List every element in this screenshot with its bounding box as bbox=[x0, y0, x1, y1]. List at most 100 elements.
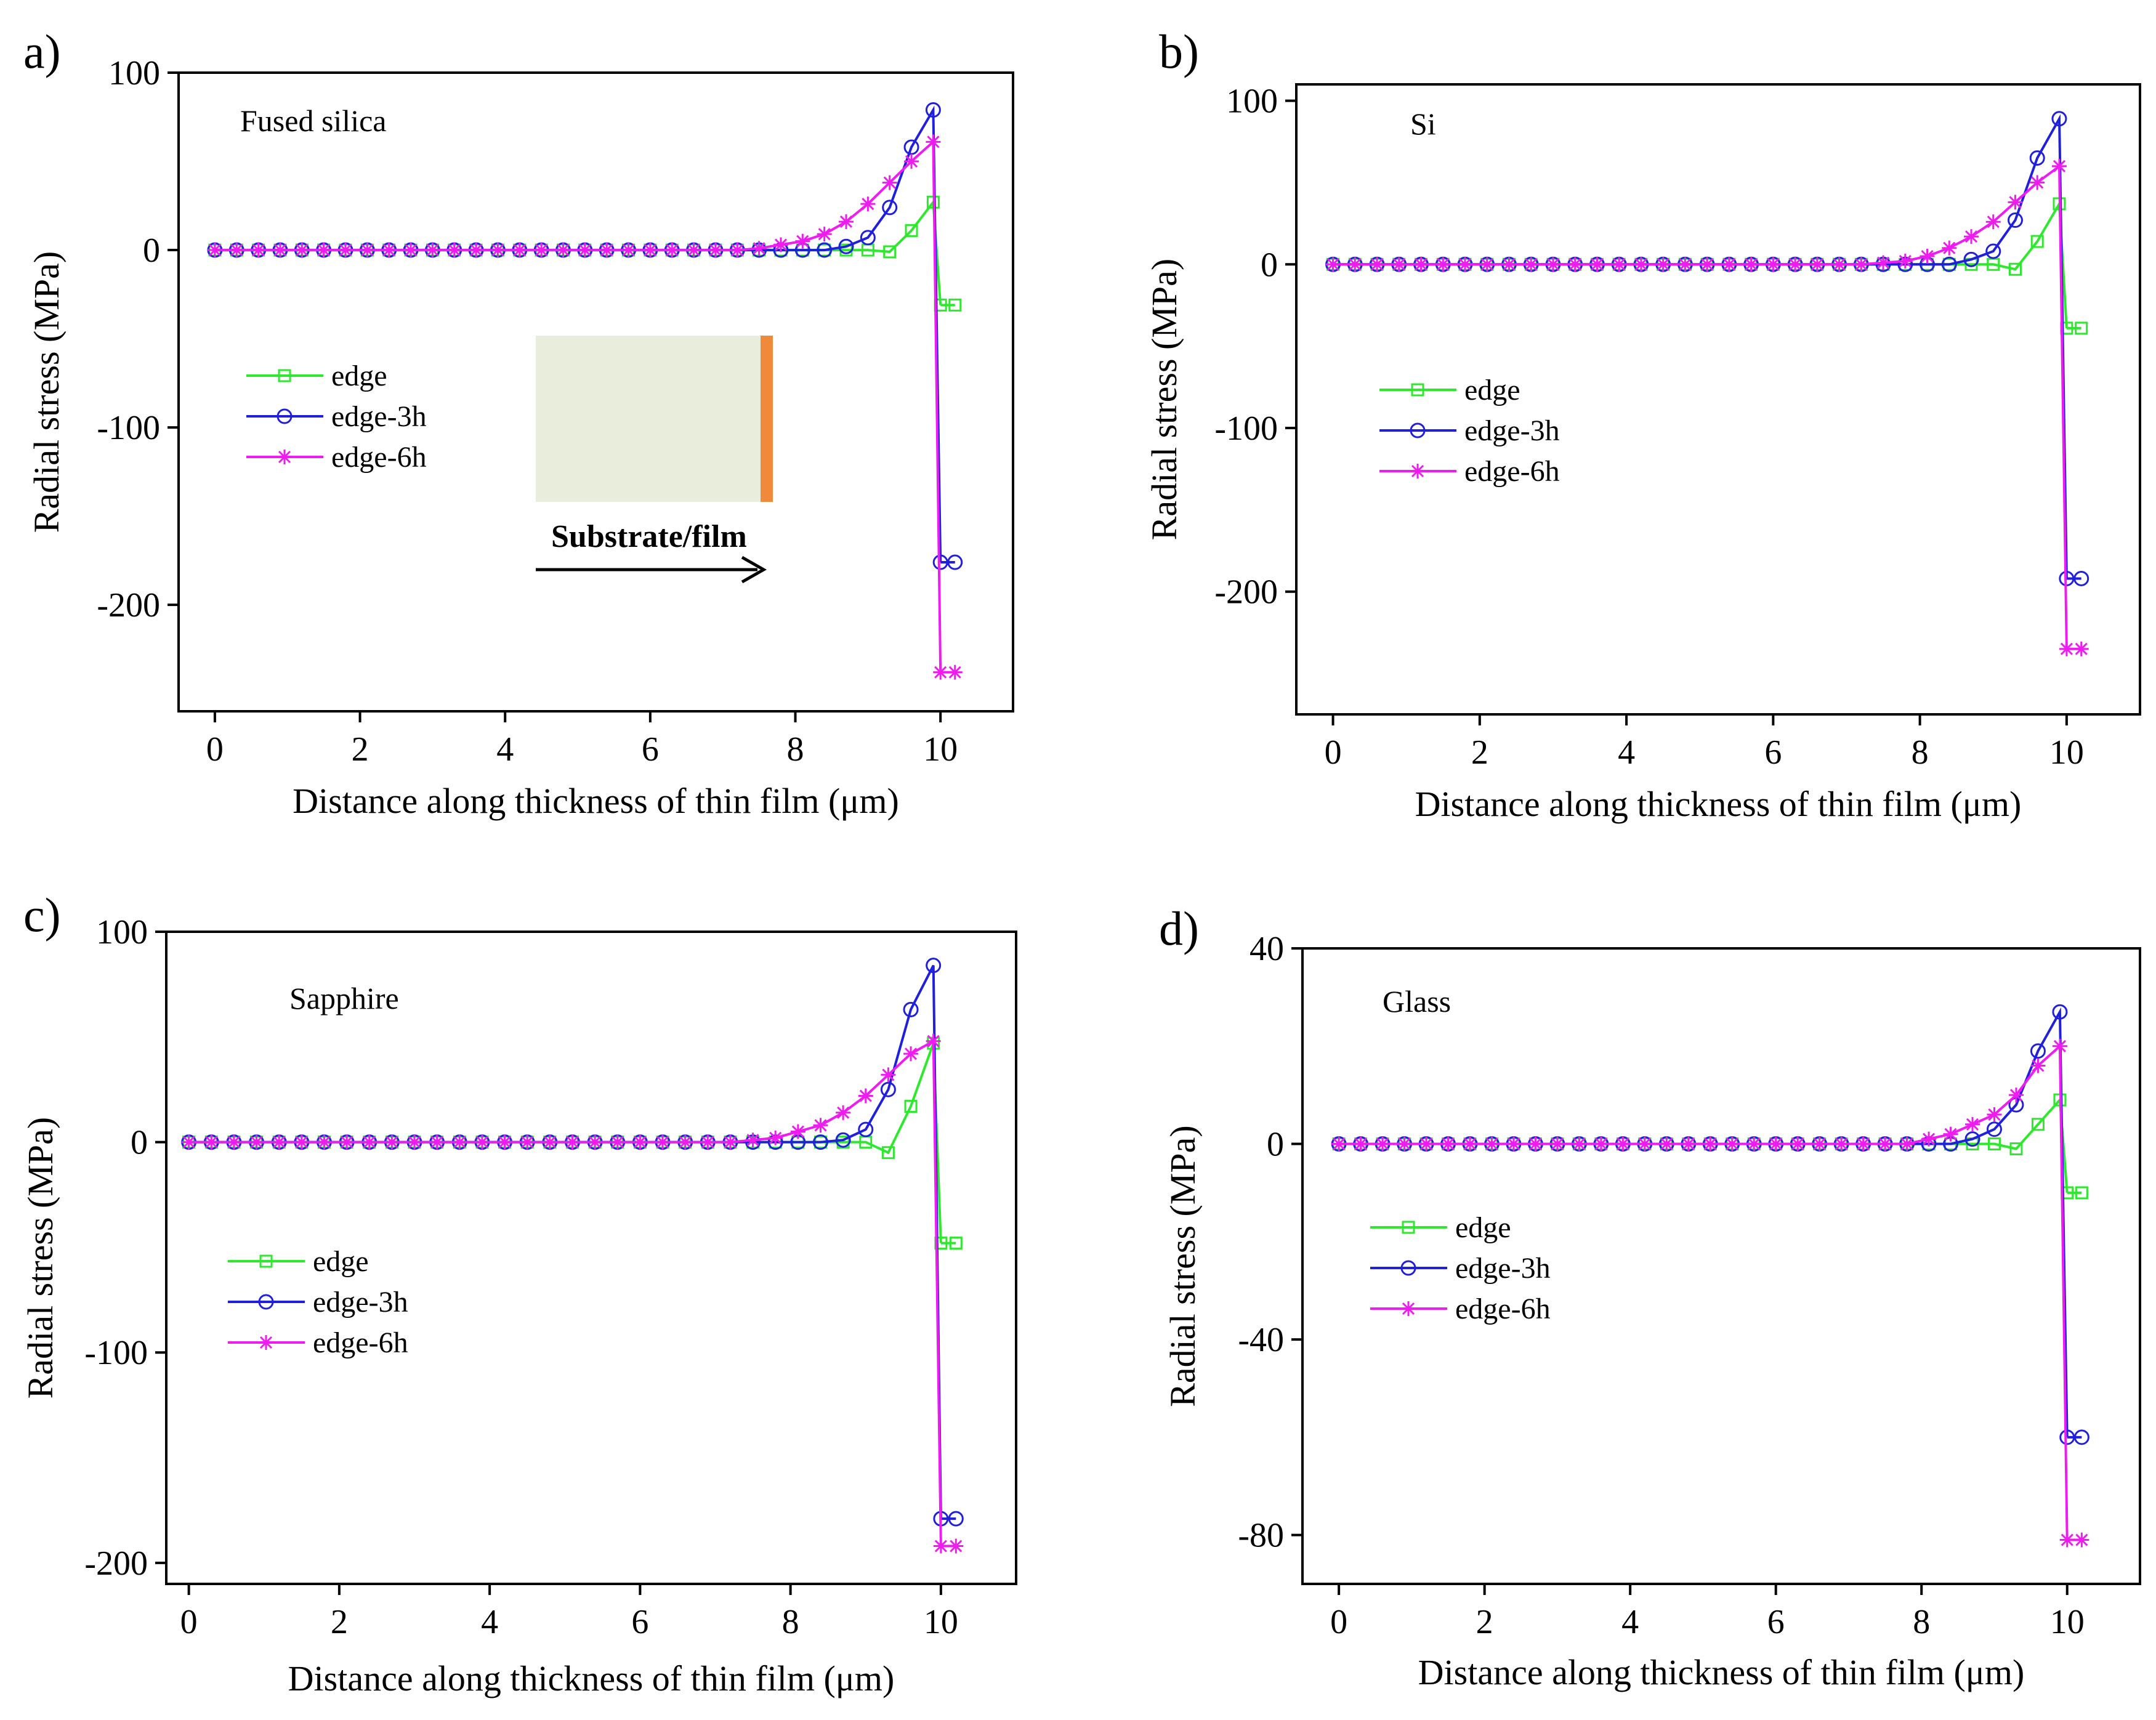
legend: edge edge-3h edge-6h bbox=[1379, 374, 1560, 488]
inset-label: Substrate/film bbox=[551, 519, 747, 554]
data-point-edge-6h bbox=[1831, 257, 1847, 272]
data-point-edge-6h bbox=[677, 1134, 693, 1150]
legend-label-edge-6h: edge-6h bbox=[331, 441, 427, 474]
data-point-edge-6h bbox=[2074, 1532, 2089, 1548]
star-stroke bbox=[566, 1136, 579, 1149]
panel-label: b) bbox=[1159, 25, 1199, 78]
y-tick-label: 0 bbox=[143, 232, 160, 270]
legend-marker-edge bbox=[1402, 1221, 1415, 1234]
star-stroke bbox=[361, 243, 374, 257]
data-point-edge-6h bbox=[836, 1105, 851, 1120]
data-point-edge-6h bbox=[577, 243, 592, 258]
x-tick-label: 10 bbox=[2050, 1603, 2085, 1641]
y-axis-title: Radial stress (MPa) bbox=[26, 251, 67, 533]
star-stroke bbox=[1638, 1137, 1651, 1150]
data-point-edge-3h bbox=[838, 238, 854, 254]
data-point-edge-3h bbox=[2051, 111, 2067, 127]
data-point-edge-3h bbox=[858, 1121, 874, 1137]
series-edge-6h bbox=[1325, 158, 2089, 656]
star-stroke bbox=[1966, 1118, 1979, 1131]
arrow-head-icon bbox=[741, 555, 767, 584]
star-stroke bbox=[791, 1125, 804, 1138]
star-stroke bbox=[426, 243, 439, 257]
legend-marker-edge-6h bbox=[259, 1335, 273, 1350]
data-point-edge-3h bbox=[926, 958, 942, 974]
data-point-edge-3h bbox=[903, 139, 919, 155]
star-stroke bbox=[513, 243, 526, 257]
data-point-edge-6h bbox=[338, 243, 353, 258]
star-stroke bbox=[1900, 1137, 1913, 1150]
data-point-edge-6h bbox=[1589, 257, 1605, 272]
star-stroke bbox=[2075, 1533, 2088, 1546]
data-point-edge-6h bbox=[1413, 257, 1429, 272]
star-stroke bbox=[1349, 258, 1362, 271]
data-point-edge-6h bbox=[2059, 641, 2074, 656]
series-line-edge-6h bbox=[1339, 1043, 2069, 1540]
data-point-edge-6h bbox=[903, 1046, 919, 1062]
data-point-edge-6h bbox=[2059, 1532, 2075, 1548]
data-point-edge-6h bbox=[272, 243, 288, 258]
data-point-edge-6h bbox=[1655, 257, 1671, 272]
legend: edge edge-3h edge-6h bbox=[246, 360, 427, 474]
star-stroke bbox=[1855, 258, 1868, 271]
data-point-edge bbox=[2030, 235, 2044, 248]
data-point-edge-6h bbox=[587, 1134, 603, 1150]
x-axis-title: Distance along thickness of thin film (μ… bbox=[288, 1658, 895, 1698]
star-stroke bbox=[622, 243, 635, 257]
data-point-edge-6h bbox=[1397, 1136, 1412, 1152]
legend-label-edge-6h: edge-6h bbox=[1455, 1293, 1551, 1325]
x-tick-label: 2 bbox=[1471, 733, 1488, 772]
data-point-edge-3h bbox=[903, 1001, 919, 1017]
star-stroke bbox=[557, 243, 570, 257]
data-point-edge bbox=[948, 298, 962, 312]
material-title: Fused silica bbox=[240, 103, 386, 138]
star-stroke bbox=[1657, 258, 1669, 271]
data-point-edge-6h bbox=[933, 1538, 948, 1554]
data-point-edge-6h bbox=[1545, 257, 1560, 272]
substrate-film-inset: Substrate/film bbox=[536, 336, 773, 584]
legend-marker-edge bbox=[259, 1254, 273, 1268]
data-point-edge-6h bbox=[947, 664, 963, 680]
data-point-edge-6h bbox=[817, 227, 832, 242]
x-tick-label: 8 bbox=[1913, 1603, 1930, 1641]
star-stroke bbox=[1879, 1137, 1892, 1150]
star-stroke bbox=[318, 1136, 331, 1149]
data-point-edge bbox=[2009, 1142, 2023, 1155]
star-stroke bbox=[1551, 1137, 1564, 1150]
star-stroke bbox=[1333, 1137, 1346, 1150]
star-stroke bbox=[769, 1131, 782, 1144]
star-stroke bbox=[1546, 258, 1560, 271]
star-stroke bbox=[656, 1136, 669, 1149]
legend: edge edge-3h edge-6h bbox=[1370, 1211, 1551, 1325]
star-stroke bbox=[1392, 258, 1405, 271]
data-point-edge-6h bbox=[1766, 257, 1781, 272]
data-point-edge bbox=[2075, 321, 2088, 335]
star-stroke bbox=[448, 243, 461, 257]
data-point-edge-6h bbox=[294, 1134, 309, 1150]
x-axis-title: Distance along thickness of thin film (μ… bbox=[1418, 1652, 2025, 1692]
x-tick-label: 6 bbox=[631, 1603, 648, 1641]
star-stroke bbox=[818, 228, 831, 241]
data-point-edge-6h bbox=[1593, 1136, 1609, 1152]
legend-marker-edge-3h bbox=[258, 1294, 274, 1310]
y-tick-label: -80 bbox=[1238, 1517, 1284, 1555]
data-point-edge-6h bbox=[904, 154, 919, 169]
star-stroke bbox=[404, 243, 418, 257]
y-tick-label: 0 bbox=[1267, 1126, 1284, 1164]
star-stroke bbox=[934, 666, 947, 679]
star-stroke bbox=[1789, 258, 1802, 271]
data-point-edge-6h bbox=[655, 1134, 671, 1150]
data-point-edge-3h bbox=[812, 1134, 828, 1150]
data-point-edge-6h bbox=[858, 1088, 873, 1104]
data-point-edge-3h bbox=[860, 230, 876, 246]
x-tick-label: 4 bbox=[496, 730, 514, 769]
data-point-edge-6h bbox=[1876, 255, 1891, 270]
data-point-edge-6h bbox=[881, 1067, 896, 1083]
panel-label: c) bbox=[23, 888, 61, 942]
data-point-edge-6h bbox=[642, 243, 658, 258]
data-point-edge-6h bbox=[610, 1134, 625, 1150]
data-point-edge bbox=[883, 245, 897, 259]
data-point-edge-3h bbox=[2030, 1043, 2046, 1059]
data-point-edge-6h bbox=[1942, 240, 1957, 256]
data-point-edge-3h bbox=[948, 1511, 964, 1527]
